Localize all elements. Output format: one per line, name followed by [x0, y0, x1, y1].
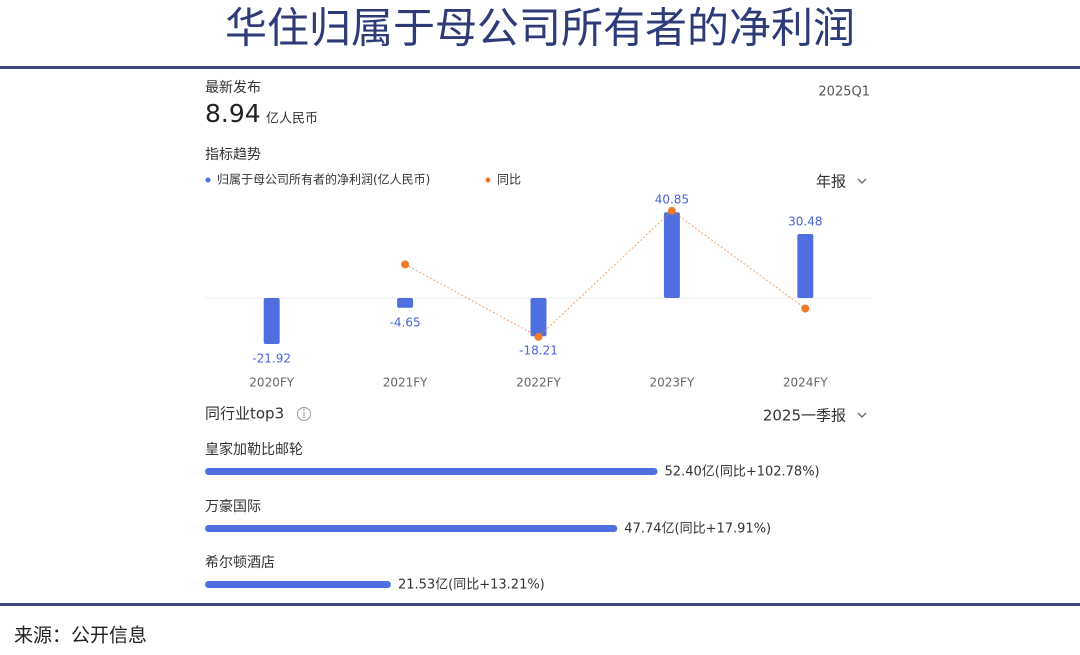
- peer-value-label: 47.74亿(同比+17.91%): [624, 522, 771, 537]
- bottom-rule: [0, 603, 1080, 606]
- yoy-point: [401, 260, 410, 269]
- peer-name: 希尔顿酒店: [205, 555, 275, 571]
- yoy-point: [801, 304, 810, 313]
- chevron: [857, 412, 867, 418]
- bar: [797, 233, 814, 298]
- info-circle: [297, 407, 311, 421]
- period-text[interactable]: 2025一季报: [763, 407, 846, 425]
- yoy-point: [534, 332, 543, 341]
- chevron: [857, 178, 867, 184]
- value-label: -21.92: [252, 352, 291, 366]
- latest-period: 2025Q1: [818, 85, 870, 100]
- x-tick-label: 2021FY: [383, 376, 428, 390]
- yoy-line: [404, 210, 806, 338]
- bar: [663, 212, 680, 298]
- value-label: 30.48: [788, 214, 822, 228]
- trend-title: 指标趋势: [205, 147, 261, 163]
- peer-value-label: 21.53亿(同比+13.21%): [398, 578, 545, 593]
- peer-bar: [205, 468, 658, 475]
- period-select[interactable]: 年报: [816, 173, 867, 191]
- info-icon[interactable]: [297, 407, 311, 421]
- peer-value-label: 52.40亿(同比+102.78%): [665, 465, 820, 480]
- bar: [530, 298, 547, 337]
- bar: [397, 298, 414, 308]
- period-text[interactable]: 年报: [816, 173, 846, 191]
- source: 来源：公开信息: [14, 625, 147, 647]
- peer-period-select[interactable]: 2025一季报: [763, 407, 867, 425]
- peer-bar: [205, 581, 391, 588]
- x-tick-label: 2020FY: [249, 376, 294, 390]
- value-label: -18.21: [519, 344, 558, 358]
- legend-marker: [205, 177, 211, 183]
- peer-title: 同行业top3: [205, 405, 284, 423]
- x-tick-label: 2024FY: [783, 376, 828, 390]
- peer-name: 万豪国际: [205, 499, 261, 515]
- legend-marker: [485, 177, 491, 183]
- info-dot: [303, 408, 305, 411]
- top-rule: [0, 66, 1080, 69]
- page-title: 华住归属于母公司所有者的净利润: [225, 4, 855, 53]
- x-tick-label: 2022FY: [516, 376, 561, 390]
- value-label: -4.65: [390, 315, 421, 329]
- latest-label: 最新发布: [205, 80, 261, 96]
- value-label: 40.85: [655, 193, 689, 207]
- x-tick-label: 2023FY: [650, 376, 695, 390]
- bar: [263, 298, 280, 345]
- latest-value: 8.94: [205, 99, 261, 128]
- peer-name: 皇家加勒比邮轮: [205, 441, 303, 458]
- legend-label: 同比: [497, 173, 521, 187]
- latest-unit: 亿人民币: [266, 112, 318, 127]
- peer-bar: [205, 525, 618, 532]
- legend-label: 归属于母公司所有者的净利润(亿人民币): [217, 172, 430, 187]
- yoy-point: [667, 206, 676, 215]
